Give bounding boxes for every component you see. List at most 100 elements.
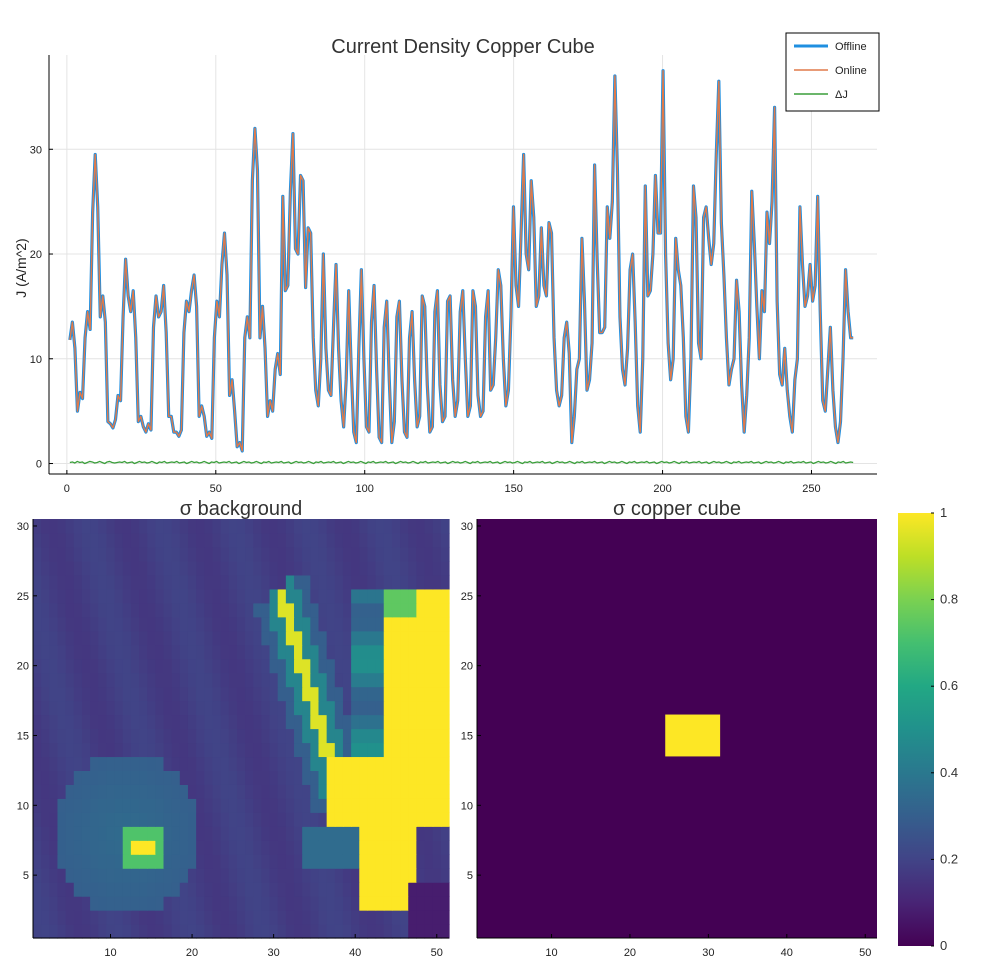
heatmap-cell	[318, 588, 328, 604]
heatmap-cell	[269, 812, 279, 827]
heatmap-cell	[57, 672, 67, 688]
heatmap-cell	[139, 686, 148, 702]
heatmap-cell	[220, 784, 230, 799]
heatmap-cell	[391, 644, 401, 660]
heatmap-cell	[49, 616, 59, 632]
heatmap-cell	[49, 882, 59, 897]
heatmap-cell	[318, 560, 328, 576]
heatmap-cell	[253, 756, 262, 771]
heatmap-cell	[106, 532, 116, 548]
heatmap-cell	[130, 910, 140, 925]
heatmap-cell	[179, 532, 189, 548]
heatmap-cell	[196, 700, 205, 716]
heatmap-cell	[65, 672, 75, 688]
heatmap-cell	[383, 672, 393, 688]
heatmap-cell	[163, 532, 173, 548]
heatmap-cell	[212, 532, 222, 548]
heatmap-cell	[277, 574, 287, 590]
heatmap-cell	[228, 644, 238, 660]
heatmap-cell	[359, 630, 369, 646]
heatmap-cell	[33, 728, 42, 744]
heatmap-cell	[416, 700, 426, 716]
heatmap-cell	[228, 798, 238, 813]
heatmap-cell	[334, 840, 344, 855]
heatmap-cell	[318, 812, 328, 827]
heatmap-cell	[114, 854, 124, 869]
heatmap-cell	[277, 742, 287, 758]
heatmap-cell	[41, 868, 50, 883]
heatmap-cell	[245, 798, 254, 813]
heatmap-cell	[318, 686, 328, 702]
heatmap-cell	[400, 812, 409, 827]
heatmap-cell	[122, 742, 132, 758]
y-tick-label: 20	[30, 249, 42, 261]
heatmap-cell	[130, 519, 140, 534]
heatmap-cell	[432, 770, 442, 785]
heatmap-cell	[326, 910, 336, 925]
heatmap-cell	[220, 644, 230, 660]
heatmap-cell	[334, 784, 344, 799]
heatmap-cell	[90, 602, 99, 618]
heatmap-cell	[187, 868, 197, 883]
heatmap-cell	[147, 672, 156, 688]
heatmap-cell	[285, 826, 295, 841]
heatmap-cell	[196, 560, 205, 576]
heatmap-cell	[318, 546, 328, 562]
heatmap-cell	[367, 588, 377, 604]
heatmap-cell	[408, 546, 417, 562]
heatmap-cell	[90, 840, 99, 855]
y-tick-label: 25	[17, 591, 29, 603]
heatmap-cell	[212, 519, 222, 534]
heatmap-cell	[440, 798, 450, 813]
heatmap-cell	[155, 756, 165, 771]
heatmap-cell	[33, 644, 42, 660]
heatmap-cell	[400, 519, 409, 534]
heatmap-cell	[408, 560, 417, 576]
heatmap-cell	[375, 588, 385, 604]
heatmap-cell	[408, 602, 417, 618]
heatmap-cell	[65, 630, 75, 646]
heatmap-cell	[147, 784, 156, 799]
heatmap-cell	[73, 840, 83, 855]
heatmap-cell	[294, 630, 303, 646]
heatmap-cell	[269, 560, 279, 576]
heatmap-cell	[351, 574, 360, 590]
heatmap-cell	[41, 519, 50, 534]
heatmap-cell	[351, 784, 360, 799]
heatmap-cell	[359, 546, 369, 562]
y-tick-label: 15	[17, 730, 29, 742]
heatmap-cell	[98, 616, 108, 632]
heatmap-cell	[130, 574, 140, 590]
heatmap-cell	[187, 784, 197, 799]
heatmap-cell	[391, 728, 401, 744]
heatmap-cell	[57, 924, 67, 939]
heatmap-cell	[155, 854, 165, 869]
heatmap-cell	[49, 700, 59, 716]
heatmap-cell	[41, 644, 50, 660]
heatmap-cell	[294, 588, 303, 604]
heatmap-cell	[277, 882, 287, 897]
heatmap-cell	[41, 812, 50, 827]
heatmap-cell	[114, 644, 124, 660]
heatmap-cell	[171, 798, 181, 813]
heatmap-cell	[204, 714, 214, 730]
heatmap-cell	[391, 798, 401, 813]
heatmap-cell	[383, 868, 393, 883]
heatmap-cell	[130, 700, 140, 716]
heatmap-cell	[187, 924, 197, 939]
heatmap-cell	[261, 560, 271, 576]
heatmap-cell	[130, 868, 140, 883]
heatmap-cell	[253, 840, 262, 855]
heatmap-cell	[326, 672, 336, 688]
heatmap-cell	[81, 700, 91, 716]
heatmap-cell	[204, 574, 214, 590]
heatmap-cell	[277, 560, 287, 576]
heatmap-cell	[155, 658, 165, 674]
heatmap-cell	[302, 574, 311, 590]
heatmap-cell	[391, 588, 401, 604]
heatmap-cell	[367, 602, 377, 618]
heatmap-cell	[171, 616, 181, 632]
heatmap-cell	[187, 798, 197, 813]
heatmap-cell	[294, 700, 303, 716]
